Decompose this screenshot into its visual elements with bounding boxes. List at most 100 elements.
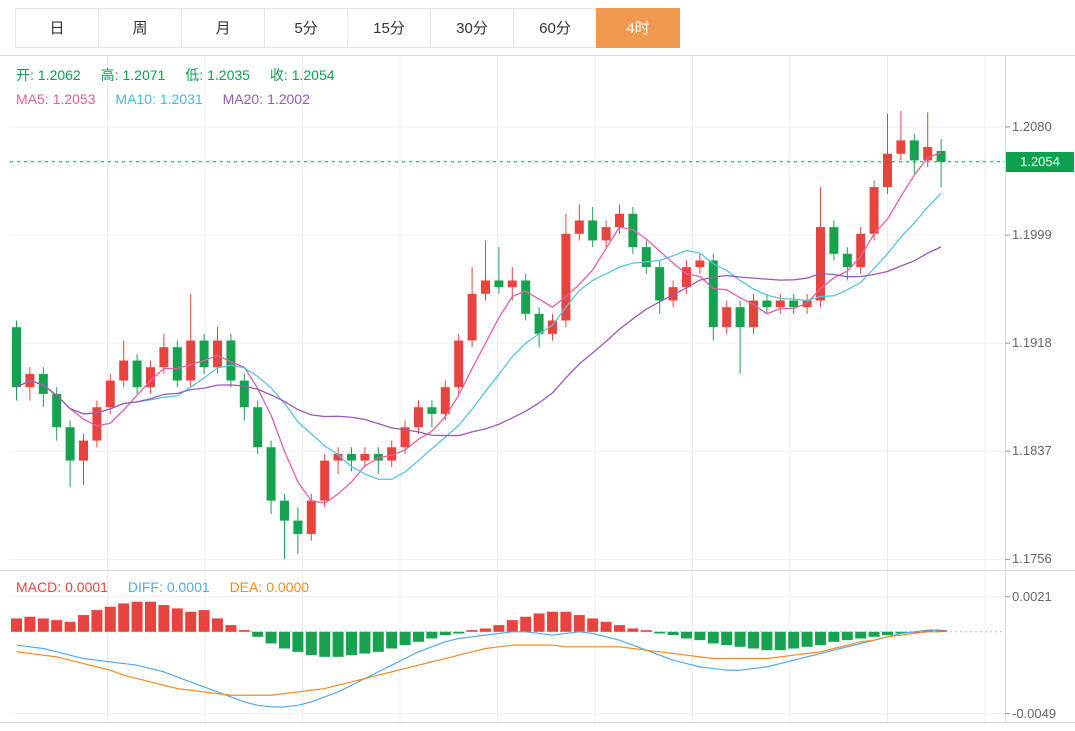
candle-down: [909, 140, 919, 161]
macd-hist-bar: [547, 611, 558, 632]
close-value: 1.2054: [291, 67, 335, 83]
candle-up: [105, 380, 115, 408]
macd-hist-bar: [252, 631, 264, 637]
tab-timeframe-7[interactable]: 4时: [596, 8, 680, 48]
candle-down: [842, 253, 852, 268]
candle-down: [534, 313, 544, 334]
ma5-value: 1.2053: [52, 91, 96, 107]
candle-up: [574, 220, 584, 234]
high-value: 1.2071: [122, 67, 166, 83]
candle-down: [266, 447, 276, 501]
candle-up: [414, 407, 423, 428]
macd-hist-bar: [573, 615, 585, 632]
candle-down: [521, 280, 531, 314]
candle-up: [213, 340, 222, 368]
macd-hist-bar: [895, 631, 907, 634]
tab-timeframe-5[interactable]: 30分: [430, 8, 514, 48]
tab-timeframe-2[interactable]: 月: [181, 8, 265, 48]
macd-hist-bar: [225, 625, 237, 632]
candle-up: [668, 287, 678, 301]
ma10-line: [16, 192, 942, 480]
macd-axis-label: 0.0021: [1012, 588, 1052, 604]
candle-down: [641, 247, 651, 268]
macd-hist-bar: [922, 630, 934, 632]
macd-hist-bar: [868, 631, 880, 637]
macd-hist-bar: [359, 631, 371, 654]
candle-up: [360, 453, 370, 461]
macd-hist-bar: [64, 621, 76, 632]
macd-hist-bar: [493, 625, 505, 632]
candle-up: [333, 453, 343, 461]
open-value: 1.2062: [37, 67, 81, 83]
tab-timeframe-1[interactable]: 周: [98, 8, 182, 48]
macd-hist-bar: [533, 613, 545, 632]
ohlc-info-row: 开: 1.2062 高: 1.2071 低: 1.2035 收: 1.2054: [16, 65, 339, 85]
macd-hist-bar: [707, 631, 719, 644]
candle-up: [775, 300, 785, 308]
macd-hist-bar: [11, 618, 22, 632]
candle-down: [655, 267, 665, 301]
candle-up: [481, 280, 490, 294]
diff-value: 0.0001: [166, 579, 210, 595]
current-price-tag: 1.2054: [1006, 151, 1074, 172]
tab-timeframe-6[interactable]: 60分: [513, 8, 597, 48]
dea-label: DEA:: [229, 579, 263, 595]
high-label: 高:: [100, 67, 119, 83]
macd-hist-bar: [640, 630, 652, 632]
price-axis-label: 1.1918: [1012, 335, 1052, 351]
candle-down: [789, 300, 799, 308]
macd-hist-bar: [198, 610, 210, 632]
tab-timeframe-0[interactable]: 日: [15, 8, 99, 48]
price-axis-label: 1.1999: [1012, 227, 1052, 243]
candle-down: [829, 227, 839, 254]
ma-legend-row: MA5: 1.2053 MA10: 1.2031 MA20: 1.2002: [16, 91, 314, 107]
macd-hist-bar: [734, 631, 746, 647]
macd-hist-bar: [614, 625, 625, 632]
macd-hist-bar: [118, 603, 130, 632]
candle-down: [280, 500, 289, 521]
candle-down: [762, 300, 772, 308]
close-label: 收:: [269, 67, 288, 83]
macd-hist-bar: [91, 610, 103, 632]
ma20-label: MA20:: [222, 91, 264, 107]
candle-up: [601, 227, 611, 241]
candle-down: [735, 307, 745, 328]
diff-label: DIFF:: [127, 579, 163, 595]
candle-up: [454, 340, 464, 388]
candle-down: [494, 280, 504, 288]
candle-up: [306, 500, 316, 534]
macd-hist-bar: [426, 631, 438, 639]
candle-down: [12, 327, 21, 388]
tab-timeframe-4[interactable]: 15分: [347, 8, 431, 48]
macd-hist-bar: [145, 601, 156, 632]
candle-up: [923, 147, 933, 161]
candle-down: [293, 520, 303, 534]
candle-down: [65, 427, 75, 461]
macd-hist-bar: [587, 618, 599, 632]
macd-hist-bar: [654, 631, 666, 634]
ma10-value: 1.2031: [159, 91, 203, 107]
candle-down: [239, 380, 249, 408]
macd-hist-bar: [667, 631, 679, 636]
price-axis-label: 1.2080: [1012, 119, 1052, 135]
candle-up: [400, 427, 410, 448]
macd-hist-bar: [453, 631, 465, 634]
macd-hist-bar: [158, 605, 170, 632]
tab-timeframe-3[interactable]: 5分: [264, 8, 348, 48]
candle-up: [548, 320, 557, 334]
macd-hist-bar: [801, 631, 813, 647]
macd-hist-bar: [37, 618, 49, 632]
candle-up: [320, 460, 330, 501]
candle-down: [253, 407, 263, 448]
macd-hist-bar: [131, 601, 143, 632]
candle-up: [440, 387, 450, 414]
candle-up: [695, 260, 705, 268]
macd-hist-bar: [372, 631, 384, 652]
macd-hist-bar: [600, 621, 612, 632]
dea-value: 0.0000: [266, 579, 310, 595]
candle-up: [387, 447, 397, 461]
macd-hist-bar: [413, 631, 424, 642]
macd-hist-bar: [305, 631, 317, 656]
